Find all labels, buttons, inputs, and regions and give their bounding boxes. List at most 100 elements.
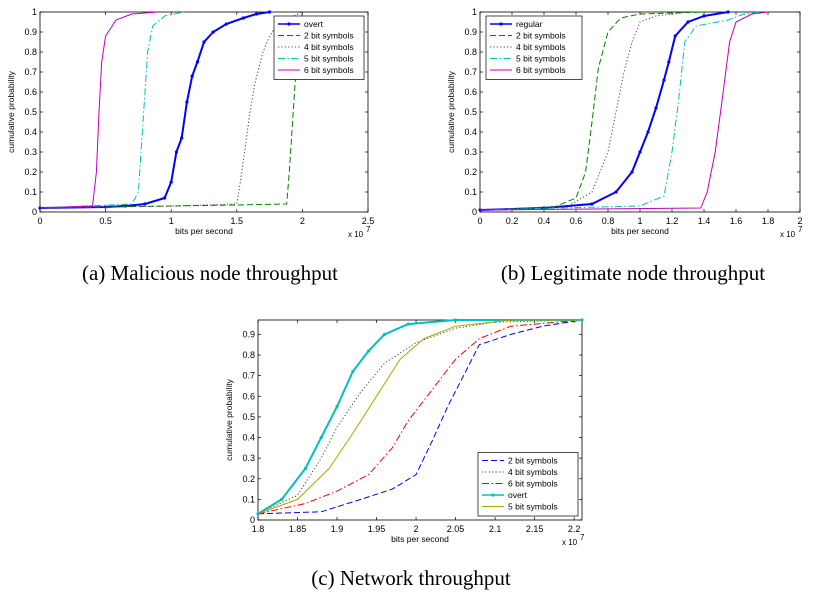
series-line — [257, 319, 583, 515]
x-multiplier: x 10 — [780, 230, 796, 239]
series-point — [303, 466, 308, 471]
x-axis-label: bits per second — [611, 226, 669, 236]
series-point — [143, 202, 147, 206]
x-tick-label: 2.15 — [526, 524, 544, 534]
legend-label: 2 bit symbols — [304, 31, 354, 41]
series-point — [174, 150, 179, 154]
series-point — [367, 349, 371, 353]
x-tick-label: 1.8 — [252, 524, 265, 534]
legend-label: 6 bit symbols — [304, 65, 354, 75]
x-tick-label: 2.1 — [489, 524, 502, 534]
series-line — [479, 11, 729, 211]
y-tick-label: 0.1 — [464, 187, 477, 197]
x-multiplier: x 10 — [562, 538, 578, 547]
series-point — [335, 404, 339, 409]
panel-legitimate-node-throughput: 0 0.2 0.4 0.6 0.8 1 1.2 1.4 1.6 1.8 2 0 0.1 0.2 0.3 0.4… — [446, 7, 803, 239]
x-tick-label: 0.4 — [538, 216, 551, 226]
y-tick-label: 0.3 — [242, 453, 255, 463]
x-multiplier-exponent: 7 — [366, 225, 371, 234]
y-tick-label: 0.8 — [24, 47, 37, 57]
x-tick-label: 1.4 — [698, 216, 711, 226]
series-line — [479, 11, 705, 211]
series-point — [280, 497, 284, 501]
y-tick-label: 0.2 — [242, 474, 255, 484]
x-tick-label: 1 — [169, 216, 174, 226]
legend-label: 2 bit symbols — [516, 31, 566, 41]
y-tick-label: 0.4 — [242, 433, 255, 443]
y-tick-label: 0.3 — [464, 147, 477, 157]
legend-label: regular — [516, 19, 543, 29]
series-point — [185, 100, 189, 104]
x-tick-label: 2 — [300, 216, 305, 226]
series-point — [319, 435, 323, 440]
panel-malicious-node-throughput: 0 0.5 1 1.5 2 2.5 0 0.1 0.2 0.3 0.4 0.5 0.6 0.7 0.8 0.9… — [6, 7, 374, 239]
series-point — [662, 78, 666, 82]
y-tick-label: 0.8 — [242, 350, 255, 360]
x-tick-label: 1.8 — [762, 216, 775, 226]
y-tick-label: 0.3 — [24, 147, 37, 157]
y-tick-label: 0 — [250, 515, 255, 525]
series-point — [667, 60, 671, 64]
series-line — [257, 319, 582, 515]
series-point — [646, 130, 650, 134]
legend-marker — [491, 493, 495, 497]
y-tick-label: 0.6 — [24, 87, 37, 97]
x-axis-label: bits per second — [175, 226, 233, 236]
legend-label: 5 bit symbols — [304, 54, 354, 64]
caption-b: (b) Legitimate node throughput — [501, 261, 765, 285]
legend-marker — [287, 22, 291, 26]
y-tick-label: 0.5 — [242, 412, 255, 422]
y-tick-label: 0.1 — [242, 494, 255, 504]
x-tick-label: 0 — [477, 216, 482, 226]
x-tick-label: 0.5 — [99, 216, 112, 226]
series-point — [453, 318, 458, 322]
x-tick-label: 1 — [637, 216, 642, 226]
x-tick-label: 1.6 — [730, 216, 743, 226]
y-tick-label: 0.1 — [24, 187, 37, 197]
series-point — [686, 20, 690, 24]
series-point — [630, 170, 634, 174]
x-tick-label: 0.2 — [506, 216, 519, 226]
series-line — [39, 11, 159, 209]
series-point — [224, 22, 228, 26]
series-point — [195, 60, 200, 64]
x-tick-label: 1.2 — [666, 216, 679, 226]
y-tick-label: 0.7 — [24, 67, 37, 77]
y-tick-label: 1 — [32, 7, 37, 17]
y-tick-label: 0 — [472, 207, 477, 217]
x-tick-label: 2 — [797, 216, 802, 226]
series-point — [180, 136, 184, 140]
y-tick-label: 0.4 — [24, 127, 37, 137]
y-tick-label: 0.9 — [242, 329, 255, 339]
y-tick-label: 0.9 — [24, 27, 37, 37]
y-tick-label: 0.6 — [242, 391, 255, 401]
panel-network-throughput: 1.8 1.85 1.9 1.95 2 2.05 2.1 2.15 2.2 0 0.1 0.2 0.3 0… — [224, 318, 585, 547]
series-point — [169, 180, 173, 184]
series-point — [726, 10, 730, 14]
legend-label: 6 bit symbols — [508, 479, 558, 489]
legend-label: overt — [304, 19, 324, 29]
y-tick-label: 0.5 — [24, 107, 37, 117]
series-point — [268, 10, 272, 14]
series-line — [479, 11, 761, 211]
legend-marker — [499, 22, 503, 26]
series-point — [406, 322, 410, 326]
y-tick-label: 0.6 — [464, 87, 477, 97]
series-line — [257, 319, 583, 515]
x-tick-label: 2 — [414, 524, 419, 534]
series-point — [614, 190, 618, 194]
caption-a: (a) Malicious node throughput — [82, 261, 338, 285]
series-point — [673, 34, 677, 38]
legend-label: 4 bit symbols — [516, 42, 566, 52]
series-point — [202, 40, 206, 44]
x-tick-label: 0 — [37, 216, 42, 226]
series-line — [479, 11, 769, 211]
series-point — [241, 16, 245, 20]
legend-label: 5 bit symbols — [516, 54, 566, 64]
x-tick-label: 2.05 — [447, 524, 465, 534]
x-multiplier-exponent: 7 — [580, 533, 585, 542]
x-tick-label: 1.85 — [289, 524, 307, 534]
series-point — [254, 12, 259, 16]
series-point — [163, 196, 167, 200]
series-point — [590, 202, 594, 206]
